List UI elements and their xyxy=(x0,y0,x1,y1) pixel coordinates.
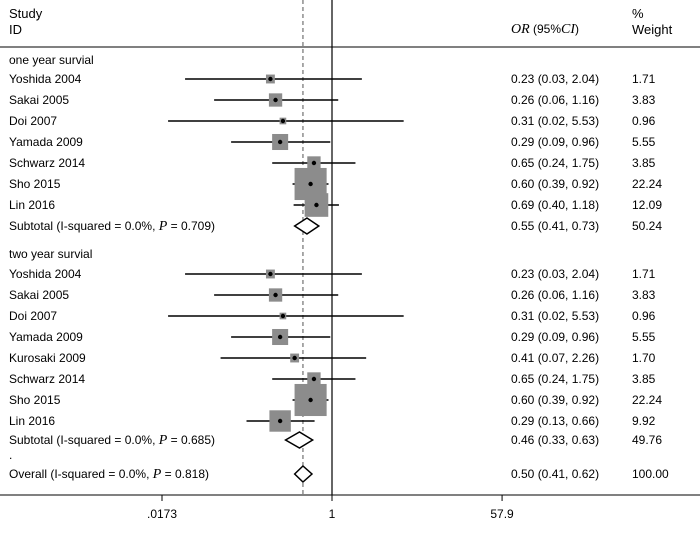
or-ci-value: 0.31 (0.02, 5.53) xyxy=(511,309,600,323)
point-estimate xyxy=(308,397,313,403)
subtotal-label: Subtotal (I-squared = 0.0%, P = 0.709) xyxy=(9,219,215,234)
overall-or-ci: 0.50 (0.41, 0.62) xyxy=(511,467,600,481)
or-ci-value: 0.29 (0.09, 0.96) xyxy=(511,330,600,344)
study-label: Kurosaki 2009 xyxy=(9,351,86,365)
or-ci-value: 0.31 (0.02, 5.53) xyxy=(511,114,600,128)
point-estimate xyxy=(273,292,278,298)
weight-value: 1.71 xyxy=(632,267,656,281)
study-label: Schwarz 2014 xyxy=(9,156,86,170)
point-estimate xyxy=(268,271,273,277)
point-estimate xyxy=(292,355,297,361)
point-estimate xyxy=(277,139,283,145)
or-ci-value: 0.41 (0.07, 2.26) xyxy=(511,351,600,365)
subtotal-weight: 50.24 xyxy=(632,219,663,233)
subtotal-label-p: P xyxy=(158,433,168,448)
point-estimate xyxy=(280,313,286,319)
separator-mark: . xyxy=(9,448,13,462)
subtotal-diamond xyxy=(293,217,321,235)
id-header: ID xyxy=(9,22,22,37)
or-ci-value: 0.26 (0.06, 1.16) xyxy=(511,288,600,302)
study-label: Yamada 2009 xyxy=(9,330,83,344)
study-label: Doi 2007 xyxy=(9,114,58,128)
subtotal-label-suffix: = 0.685) xyxy=(167,433,216,447)
subtotal-label-p: P xyxy=(158,219,168,234)
or-ci-value: 0.23 (0.03, 2.04) xyxy=(511,267,600,281)
weight-value: 9.92 xyxy=(632,414,656,428)
or-ci-value: 0.26 (0.06, 1.16) xyxy=(511,93,600,107)
point-estimate xyxy=(308,181,313,187)
axis-tick-label: .0173 xyxy=(146,507,178,521)
or-ci-value: 0.23 (0.03, 2.04) xyxy=(511,72,600,86)
weight-value: 22.24 xyxy=(632,177,663,191)
or-ci-value: 0.29 (0.09, 0.96) xyxy=(511,135,600,149)
study-label: Lin 2016 xyxy=(9,414,56,428)
point-estimate xyxy=(280,118,286,124)
overall-weight: 100.00 xyxy=(632,467,669,481)
weight-value: 3.85 xyxy=(632,156,656,170)
subtotal-label-prefix: Subtotal (I-squared = 0.0%, xyxy=(9,219,159,233)
group-title: one year survial xyxy=(9,53,94,67)
point-estimate xyxy=(311,160,317,166)
ci-open: (95% xyxy=(529,22,562,36)
study-label: Sakai 2005 xyxy=(9,93,70,107)
point-estimate xyxy=(277,418,283,424)
or-ci-value: 0.69 (0.40, 1.18) xyxy=(511,198,600,212)
weight-value: 3.83 xyxy=(632,288,656,302)
weight-value: 0.96 xyxy=(632,309,656,323)
ci-close: ) xyxy=(575,22,580,36)
weight-value: 12.09 xyxy=(632,198,663,212)
subtotal-or-ci: 0.55 (0.41, 0.73) xyxy=(511,219,600,233)
or-ci-value: 0.60 (0.39, 0.92) xyxy=(511,177,600,191)
study-label: Sakai 2005 xyxy=(9,288,70,302)
weight-value: 3.83 xyxy=(632,93,656,107)
subtotal-weight: 49.76 xyxy=(632,433,663,447)
subtotal-label: Subtotal (I-squared = 0.0%, P = 0.685) xyxy=(9,433,215,448)
subtotal-label-suffix: = 0.709) xyxy=(167,219,216,233)
study-label: Schwarz 2014 xyxy=(9,372,86,386)
point-estimate xyxy=(311,376,317,382)
or-symbol: OR xyxy=(511,22,530,37)
weight-value: 22.24 xyxy=(632,393,663,407)
study-label: Yamada 2009 xyxy=(9,135,83,149)
subtotal-diamond xyxy=(284,431,315,449)
overall-label: Overall (I-squared = 0.0%, P = 0.818) xyxy=(9,467,209,482)
weight-header-pct: % xyxy=(632,6,644,21)
or-ci-value: 0.65 (0.24, 1.75) xyxy=(511,156,600,170)
group-title: two year survial xyxy=(9,247,93,261)
weight-value: 5.55 xyxy=(632,330,656,344)
study-label: Yoshida 2004 xyxy=(9,267,82,281)
or-ci-value: 0.29 (0.13, 0.66) xyxy=(511,414,600,428)
weight-value: 5.55 xyxy=(632,135,656,149)
study-label: Doi 2007 xyxy=(9,309,58,323)
or-ci-value: 0.60 (0.39, 0.92) xyxy=(511,393,600,407)
weight-value: 1.70 xyxy=(632,351,656,365)
point-estimate xyxy=(277,334,283,340)
study-header: Study xyxy=(9,6,43,21)
weight-header: Weight xyxy=(632,22,673,37)
overall-label-p: P xyxy=(152,467,162,482)
axis-tick-label: 57.9 xyxy=(490,507,514,521)
study-label: Yoshida 2004 xyxy=(9,72,82,86)
axis-tick-label: 1 xyxy=(328,507,336,521)
ci-symbol: CI xyxy=(561,22,576,37)
point-estimate xyxy=(268,76,273,82)
study-label: Sho 2015 xyxy=(9,177,61,191)
or-ci-value: 0.65 (0.24, 1.75) xyxy=(511,372,600,386)
overall-label-prefix: Overall (I-squared = 0.0%, xyxy=(9,467,153,481)
or-ci-header: OR (95%CI) xyxy=(511,22,579,37)
study-label: Sho 2015 xyxy=(9,393,61,407)
overall-label-suffix: = 0.818) xyxy=(161,467,209,481)
weight-value: 3.85 xyxy=(632,372,656,386)
weight-value: 1.71 xyxy=(632,72,656,86)
subtotal-label-prefix: Subtotal (I-squared = 0.0%, xyxy=(9,433,159,447)
subtotal-or-ci: 0.46 (0.33, 0.63) xyxy=(511,433,600,447)
point-estimate xyxy=(273,97,278,103)
point-estimate xyxy=(314,202,319,208)
overall-diamond xyxy=(293,464,314,484)
study-label: Lin 2016 xyxy=(9,198,56,212)
weight-value: 0.96 xyxy=(632,114,656,128)
